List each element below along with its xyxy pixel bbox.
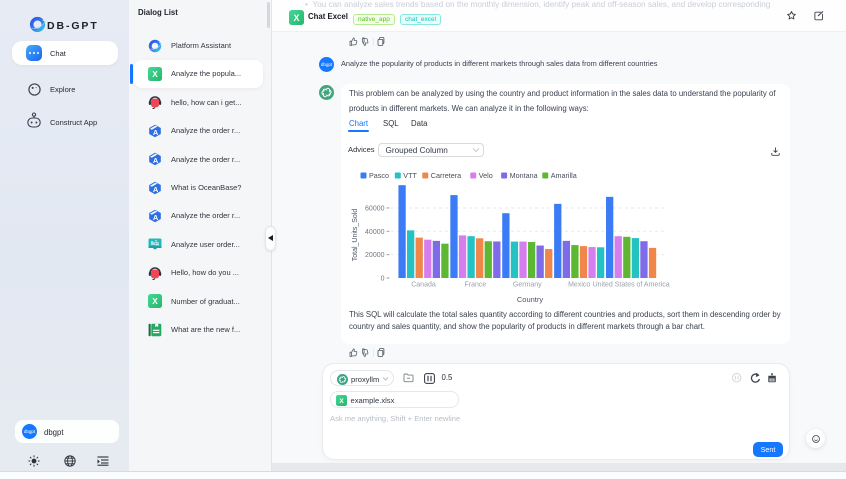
- svg-text:A: A: [153, 128, 159, 137]
- svg-text:X: X: [294, 13, 300, 23]
- svg-text:France: France: [465, 282, 487, 289]
- svg-text:X: X: [152, 296, 158, 306]
- svg-text:Canada: Canada: [411, 282, 436, 289]
- svg-text:Carretera: Carretera: [431, 171, 461, 180]
- svg-text:VTT: VTT: [403, 171, 417, 180]
- svg-text:Montana: Montana: [510, 171, 538, 180]
- svg-text:Mexico: Mexico: [568, 282, 590, 289]
- svg-text:United States of America: United States of America: [593, 282, 670, 289]
- svg-text:40000: 40000: [365, 229, 385, 236]
- svg-text:20000: 20000: [365, 252, 385, 259]
- svg-text:Pasco: Pasco: [369, 171, 389, 180]
- svg-text:Total_Units_Sold: Total_Units_Sold: [352, 209, 359, 262]
- svg-text:60000: 60000: [365, 205, 385, 212]
- svg-text:A: A: [153, 213, 159, 222]
- svg-text:Velo: Velo: [479, 171, 493, 180]
- svg-text:Amarilla: Amarilla: [551, 171, 577, 180]
- svg-text:0: 0: [381, 276, 385, 283]
- svg-text:A: A: [153, 185, 159, 194]
- svg-text:X: X: [339, 397, 344, 404]
- svg-text:X: X: [152, 69, 158, 79]
- svg-text:Germany: Germany: [513, 282, 542, 289]
- svg-text:Country: Country: [517, 295, 544, 304]
- svg-text:A: A: [153, 156, 159, 165]
